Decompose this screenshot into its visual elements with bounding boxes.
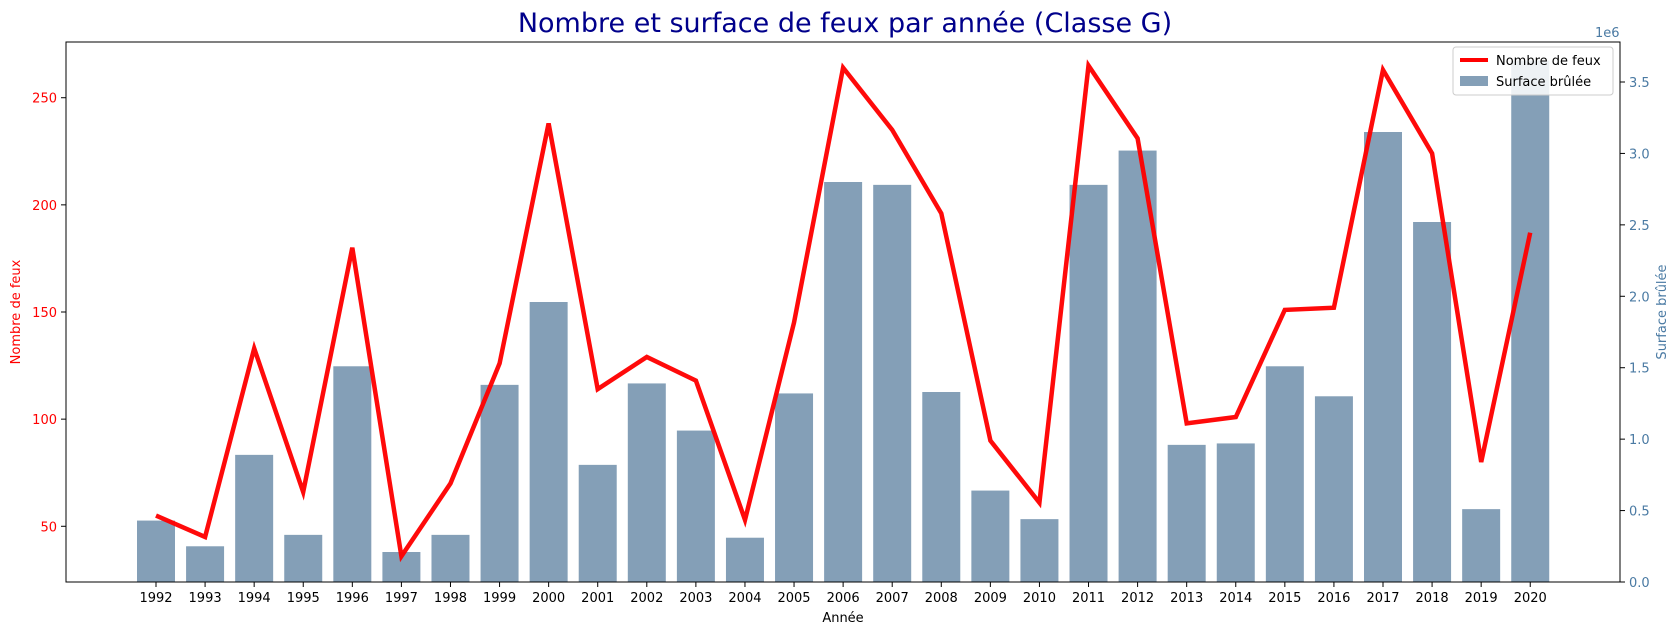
bar-1992 [137, 520, 175, 582]
x-tick-label: 2000 [532, 591, 565, 606]
bar-2001 [578, 464, 617, 582]
legend: Nombre de feux Surface brûlée [1452, 46, 1614, 96]
x-tick-label: 2016 [1317, 591, 1350, 606]
bar-1999 [480, 384, 519, 582]
bar-2018 [1413, 222, 1452, 582]
x-tick-label: 2001 [581, 591, 614, 606]
bar-2008 [922, 392, 961, 582]
bar-1995 [284, 534, 323, 582]
y-right-tick-label: 0.5 [1629, 505, 1650, 520]
x-tick-label: 2020 [1514, 591, 1547, 606]
bar-2004 [725, 537, 764, 582]
bar-1994 [235, 454, 274, 582]
y-left-tick-label: 50 [40, 520, 57, 535]
bar-2005 [775, 393, 814, 582]
x-tick-label: 2011 [1072, 591, 1105, 606]
bar-1996 [333, 366, 372, 582]
x-tick-label: 2013 [1170, 591, 1203, 606]
x-axis: 1992 1993 1994 1995 1996 1997 1998 1999 2000 2001… [139, 582, 1547, 606]
x-tick-label: 1994 [238, 591, 271, 606]
line-series [155, 59, 1533, 563]
y-right-tick-label: 2.0 [1629, 290, 1650, 305]
x-axis-label: Année [822, 611, 863, 626]
x-tick-label: 2005 [777, 591, 810, 606]
bar-2013 [1167, 444, 1206, 582]
bar-2010 [1020, 519, 1059, 582]
bar-series [137, 60, 1550, 583]
bar-1998 [431, 534, 470, 582]
bar-2007 [873, 184, 912, 582]
x-tick-label: 2008 [925, 591, 958, 606]
y-left-tick-label: 100 [32, 413, 57, 428]
bar-2020 [1511, 60, 1550, 583]
bar-2006 [824, 182, 863, 582]
x-tick-label: 2002 [630, 591, 663, 606]
x-tick-label: 2003 [679, 591, 712, 606]
bar-2000 [529, 302, 568, 582]
y-axis-left-label: Nombre de feux [9, 259, 24, 364]
y-left-tick-label: 200 [32, 199, 57, 214]
y-right-tick-label: 3.5 [1629, 76, 1650, 91]
bar-2016 [1314, 396, 1353, 582]
x-tick-label: 2018 [1416, 591, 1449, 606]
bar-2015 [1265, 366, 1304, 582]
y-axis-left: 50 100 150 200 250 [32, 92, 66, 535]
chart-title: Nombre et surface de feux par année (Cla… [518, 8, 1172, 39]
y-left-tick-label: 250 [32, 92, 57, 107]
x-tick-label: 1993 [189, 591, 222, 606]
y-axis-right-label: Surface brûlée [1655, 264, 1670, 359]
bar-2014 [1216, 443, 1255, 582]
x-tick-label: 2007 [876, 591, 909, 606]
x-tick-label: 2017 [1366, 591, 1399, 606]
legend-box [1452, 46, 1614, 96]
bar-2011 [1069, 184, 1108, 582]
x-tick-label: 1999 [483, 591, 516, 606]
x-tick-label: 2019 [1465, 591, 1498, 606]
y-right-tick-label: 1.5 [1629, 362, 1650, 377]
y-right-tick-label: 0.0 [1629, 576, 1650, 591]
x-tick-label: 1998 [434, 591, 467, 606]
y-right-tick-label: 3.0 [1629, 147, 1650, 162]
bar-2017 [1364, 132, 1402, 582]
x-tick-label: 2006 [827, 591, 860, 606]
y-axis-right: 0.0 0.5 1.0 1.5 2.0 2.5 3.0 3.5 [1620, 76, 1650, 591]
bar-2019 [1462, 509, 1501, 582]
y-left-tick-label: 150 [32, 306, 57, 321]
x-tick-label: 2004 [728, 591, 761, 606]
x-tick-label: 2015 [1268, 591, 1301, 606]
bar-2009 [971, 490, 1010, 582]
legend-bar-swatch [1460, 76, 1488, 86]
bar-1993 [186, 546, 225, 582]
x-tick-label: 2010 [1023, 591, 1056, 606]
y-right-tick-label: 1.0 [1629, 433, 1650, 448]
bar-2002 [627, 383, 666, 582]
legend-label-line: Nombre de feux [1496, 54, 1601, 69]
y-axis-right-offset: 1e6 [1595, 26, 1620, 41]
x-tick-label: 2009 [974, 591, 1007, 606]
legend-label-bar: Surface brûlée [1496, 75, 1591, 90]
x-tick-label: 2012 [1121, 591, 1154, 606]
y-right-tick-label: 2.5 [1629, 219, 1650, 234]
x-tick-label: 2014 [1219, 591, 1252, 606]
x-tick-label: 1992 [139, 591, 172, 606]
x-tick-label: 1997 [385, 591, 418, 606]
x-tick-label: 1996 [336, 591, 369, 606]
x-tick-label: 1995 [287, 591, 320, 606]
bar-2003 [676, 430, 715, 582]
